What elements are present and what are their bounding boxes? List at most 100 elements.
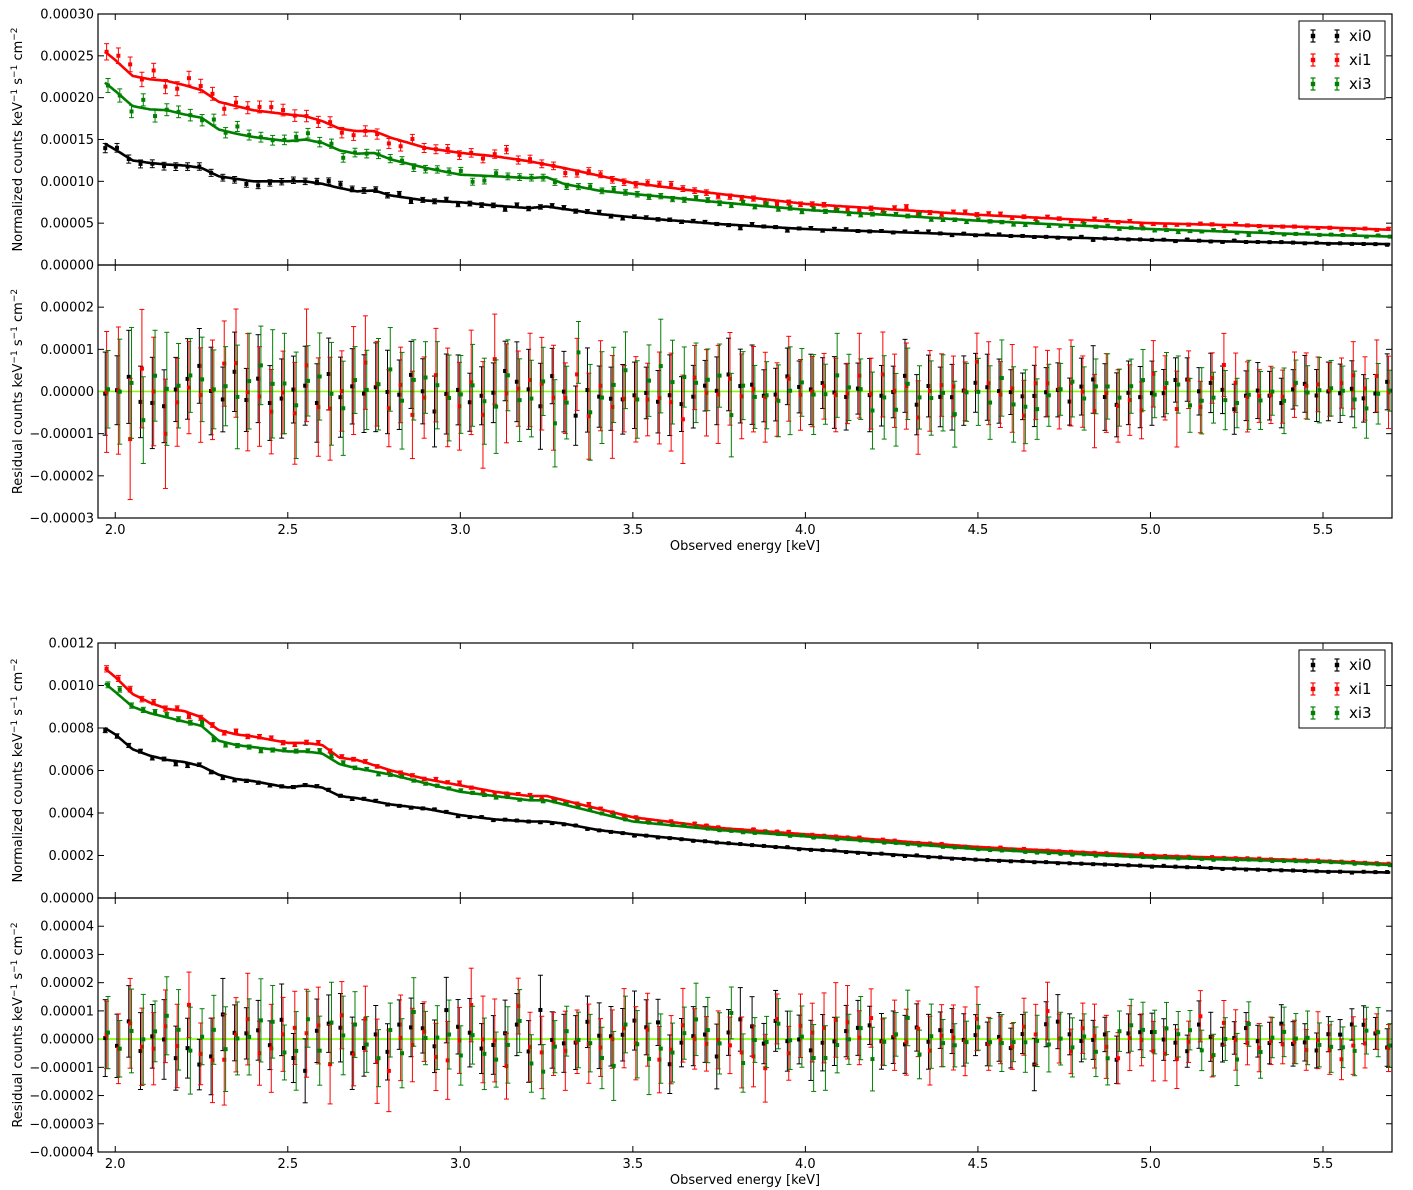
data-point <box>1363 386 1368 391</box>
data-point <box>573 209 578 214</box>
data-point <box>1329 860 1334 865</box>
data-point <box>539 161 544 166</box>
data-point <box>938 1028 943 1033</box>
data-point <box>1255 239 1260 244</box>
data-point <box>1102 395 1107 400</box>
data-point <box>223 384 228 389</box>
data-point <box>1349 1022 1354 1027</box>
data-point <box>1364 234 1369 239</box>
data-point <box>576 184 581 189</box>
data-point <box>608 396 613 401</box>
data-point <box>823 392 828 397</box>
data-point <box>279 179 284 184</box>
data-point <box>528 377 533 382</box>
data-point <box>599 395 604 400</box>
data-point <box>1023 849 1028 854</box>
data-point <box>492 357 497 362</box>
data-point <box>445 1058 450 1063</box>
data-point <box>1067 1032 1072 1037</box>
data-point <box>1126 863 1131 868</box>
data-point <box>350 186 355 191</box>
data-point <box>197 1062 202 1067</box>
data-point <box>1315 382 1320 387</box>
data-point <box>645 1027 650 1032</box>
data-point <box>244 181 249 186</box>
data-point <box>141 97 146 102</box>
data-point <box>423 375 428 380</box>
x-tick-label: 4.5 <box>968 523 989 538</box>
data-point <box>857 207 862 212</box>
data-point <box>846 837 851 842</box>
data-point <box>939 212 944 217</box>
data-point <box>1058 223 1063 228</box>
data-point <box>1279 1021 1284 1026</box>
model-line <box>104 142 1391 246</box>
data-point <box>435 783 440 788</box>
data-point <box>1244 867 1249 872</box>
data-point <box>917 212 922 217</box>
data-point <box>317 748 322 753</box>
data-point <box>973 1033 978 1038</box>
data-point <box>1292 224 1297 229</box>
data-point <box>526 387 531 392</box>
data-point <box>397 1022 402 1027</box>
data-point <box>1173 239 1178 244</box>
data-point <box>279 396 284 401</box>
data-point <box>305 748 310 753</box>
data-point <box>176 109 181 114</box>
data-point <box>1198 405 1203 410</box>
data-point <box>656 1020 661 1025</box>
data-point <box>456 387 461 392</box>
series-xi3 <box>104 78 1392 239</box>
data-point <box>291 178 296 183</box>
data-point <box>1117 853 1122 858</box>
data-point <box>622 180 627 185</box>
data-point <box>1220 1042 1225 1047</box>
data-point <box>657 395 662 400</box>
data-point <box>1102 236 1107 241</box>
data-point <box>1199 229 1204 234</box>
data-point <box>738 842 743 847</box>
data-point <box>1035 850 1040 855</box>
data-point <box>1361 1022 1366 1027</box>
data-point <box>163 706 168 711</box>
data-point <box>256 183 261 188</box>
y-tick-label: 0.00030 <box>40 8 94 23</box>
data-point <box>328 406 333 411</box>
data-point <box>929 843 934 848</box>
data-point <box>173 1056 178 1061</box>
data-point <box>1164 855 1169 860</box>
data-point <box>516 1004 521 1009</box>
data-point <box>352 150 357 155</box>
data-point <box>822 1025 827 1030</box>
data-point <box>739 196 744 201</box>
y-tick-label: 0.00004 <box>40 920 94 935</box>
data-point <box>200 377 205 382</box>
data-point <box>973 233 978 238</box>
data-point <box>173 761 178 766</box>
data-point <box>1010 1044 1015 1049</box>
data-point <box>541 175 546 180</box>
data-point <box>622 813 627 818</box>
data-point <box>1373 870 1378 875</box>
data-point <box>561 1041 566 1046</box>
data-point <box>988 848 993 853</box>
data-point <box>610 404 615 409</box>
data-point <box>467 400 472 405</box>
y-tick-label: 0.00002 <box>40 301 94 316</box>
data-point <box>1208 866 1213 871</box>
data-point <box>1046 393 1051 398</box>
data-point <box>1317 388 1322 393</box>
data-point <box>270 138 275 143</box>
data-point <box>857 835 862 840</box>
data-point <box>999 220 1004 225</box>
data-point <box>988 400 993 405</box>
data-point <box>1046 851 1051 856</box>
data-point <box>870 212 875 217</box>
data-point <box>1374 374 1379 379</box>
data-point <box>116 53 121 58</box>
data-point <box>400 774 405 779</box>
data-point <box>386 406 391 411</box>
data-point <box>598 806 603 811</box>
